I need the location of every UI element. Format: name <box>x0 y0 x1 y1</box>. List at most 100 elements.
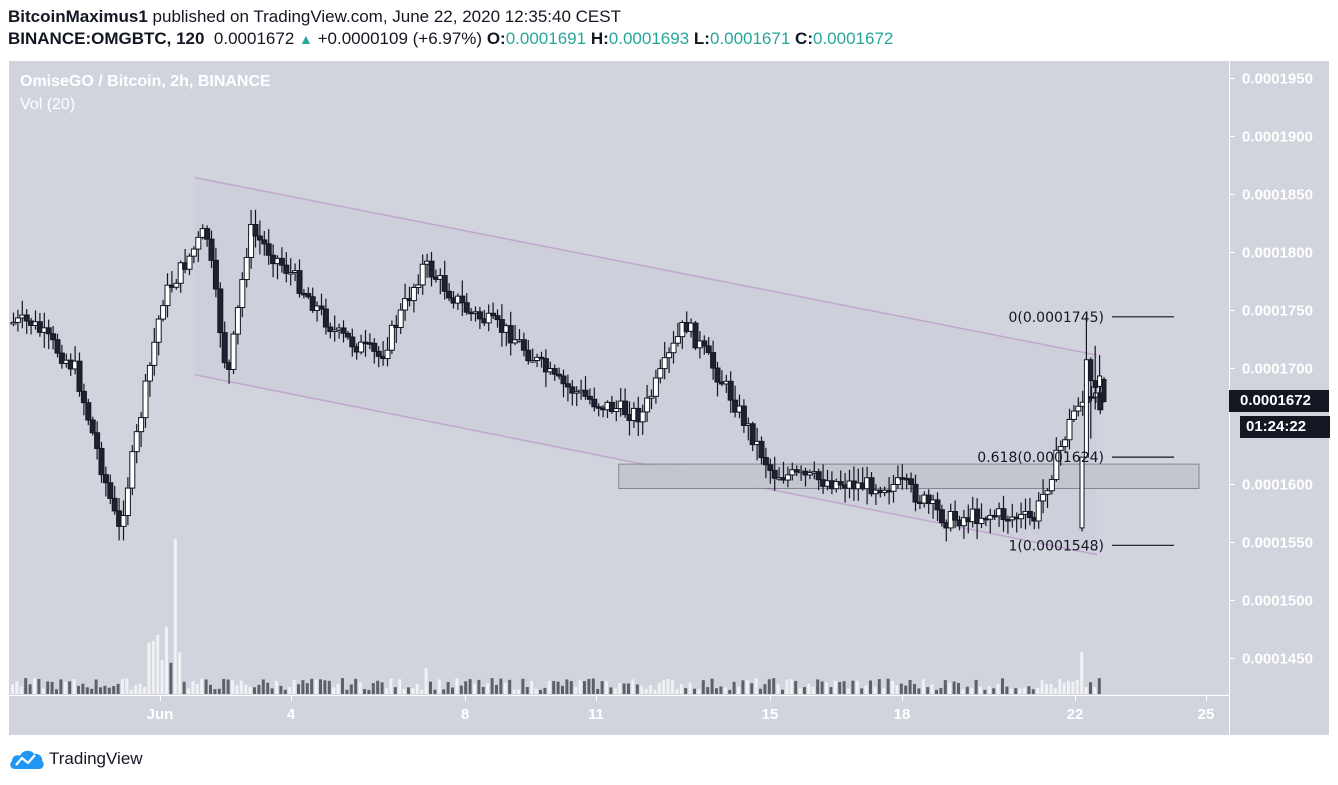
volume-bar <box>653 689 657 694</box>
volume-bar <box>407 687 410 694</box>
volume-bar <box>613 688 617 694</box>
volume-bar <box>547 680 551 694</box>
volume-bar <box>239 680 243 694</box>
time-label: 15 <box>761 706 779 723</box>
time-tick <box>770 696 771 701</box>
price-label: 0.0001900 <box>1242 128 1313 146</box>
volume-bar <box>543 687 547 694</box>
volume-bar <box>288 686 292 694</box>
volume-bar <box>886 678 890 694</box>
volume-bar <box>767 679 771 694</box>
footer-branding[interactable]: TradingView <box>9 748 143 770</box>
volume-bar <box>442 689 446 694</box>
volume-bar <box>1080 652 1084 694</box>
volume-bar <box>354 678 358 694</box>
volume-bar <box>253 687 256 694</box>
volume-bar <box>292 679 296 694</box>
volume-bar <box>838 682 842 694</box>
volume-bar <box>688 682 692 694</box>
volume-bar <box>948 682 952 694</box>
time-axis[interactable]: Jun 4 8 11 15 18 22 25 <box>9 695 1229 735</box>
volume-bar <box>657 683 661 694</box>
volume-bar <box>213 689 217 694</box>
price-tick <box>1230 600 1235 601</box>
volume-bar <box>279 685 283 694</box>
price-label: 0.0001750 <box>1242 302 1313 320</box>
time-tick <box>160 696 161 701</box>
author-name[interactable]: BitcoinMaximus1 <box>8 7 148 26</box>
close-label: C: <box>795 29 813 48</box>
volume-bar <box>697 689 701 694</box>
volume-bar <box>77 685 80 694</box>
volume-bar <box>860 688 864 694</box>
price-axis[interactable]: 0.0001950 0.0001900 0.0001850 0.0001800 … <box>1229 61 1330 735</box>
volume-bar <box>970 687 974 694</box>
volume-bar <box>41 688 45 694</box>
price-tick <box>1230 136 1235 137</box>
volume-bar <box>591 678 595 694</box>
volume-bar <box>332 687 336 694</box>
volume-bar <box>455 678 459 694</box>
volume-bar <box>63 681 67 694</box>
volume-bar <box>160 659 164 694</box>
volume-bar <box>864 685 868 694</box>
volume-bar <box>389 678 393 694</box>
volume-bar <box>662 680 666 694</box>
volume-bar <box>446 681 450 694</box>
volume-bar <box>750 683 754 694</box>
price-label: 0.0001500 <box>1242 592 1313 610</box>
volume-bar <box>627 683 630 694</box>
volume-bar <box>1075 680 1079 694</box>
volume-bar <box>728 689 732 694</box>
price-label: 0.0001800 <box>1242 244 1313 262</box>
volume-bar <box>99 687 102 694</box>
volume-bar <box>459 685 463 694</box>
volume-bar <box>732 681 736 694</box>
volume-bar <box>1049 683 1053 694</box>
volume-bar <box>495 684 498 694</box>
fib-level-label: 0.618(0.0001624) <box>977 450 1104 466</box>
volume-bar <box>178 652 182 694</box>
volume-bar <box>833 680 837 694</box>
time-tick <box>596 696 597 701</box>
volume-bar <box>191 681 195 694</box>
volume-bar <box>72 679 76 694</box>
volume-bar <box>46 681 50 694</box>
volume-bar <box>939 687 943 694</box>
volume-bar <box>675 689 679 694</box>
volume-bar <box>644 688 648 694</box>
volume-bar <box>855 680 859 694</box>
volume-bar <box>1018 688 1022 694</box>
price-plot[interactable]: 0(0.0001745) 0.618(0.0001624) 1(0.0001548)… <box>9 61 1229 695</box>
volume-bar <box>1089 682 1092 694</box>
open-value: 0.0001691 <box>505 29 587 48</box>
volume-bar <box>851 680 855 694</box>
chart-container[interactable]: 0(0.0001745) 0.618(0.0001624) 1(0.0001548)… <box>9 61 1330 735</box>
volume-bar <box>891 680 894 694</box>
volume-bar <box>829 687 833 694</box>
volume-bar <box>635 684 639 694</box>
volume-bar <box>217 688 221 694</box>
volume-bar <box>266 682 270 694</box>
volume-bar <box>1031 689 1035 694</box>
time-tick <box>1206 696 1207 701</box>
time-tick <box>1075 696 1076 701</box>
volume-bar <box>701 680 705 694</box>
volume-bar <box>996 683 1000 694</box>
candlestick-chart[interactable]: 0(0.0001745) 0.618(0.0001624) 1(0.0001548) <box>9 61 1229 695</box>
volume-bar <box>310 678 314 694</box>
volume-bar <box>1062 682 1066 694</box>
volume-bar <box>1053 687 1057 694</box>
low-value: 0.0001671 <box>709 29 791 48</box>
volume-bar <box>121 679 124 694</box>
volume-bar <box>609 687 613 694</box>
volume-bar <box>367 689 371 694</box>
time-label: 11 <box>588 706 604 723</box>
volume-bar <box>393 687 397 694</box>
volume-bar <box>129 689 133 694</box>
volume-bar <box>468 679 472 694</box>
volume-bar <box>596 688 600 694</box>
volume-bar <box>517 689 520 694</box>
volume-bar <box>147 642 151 694</box>
volume-bar <box>1040 679 1044 694</box>
